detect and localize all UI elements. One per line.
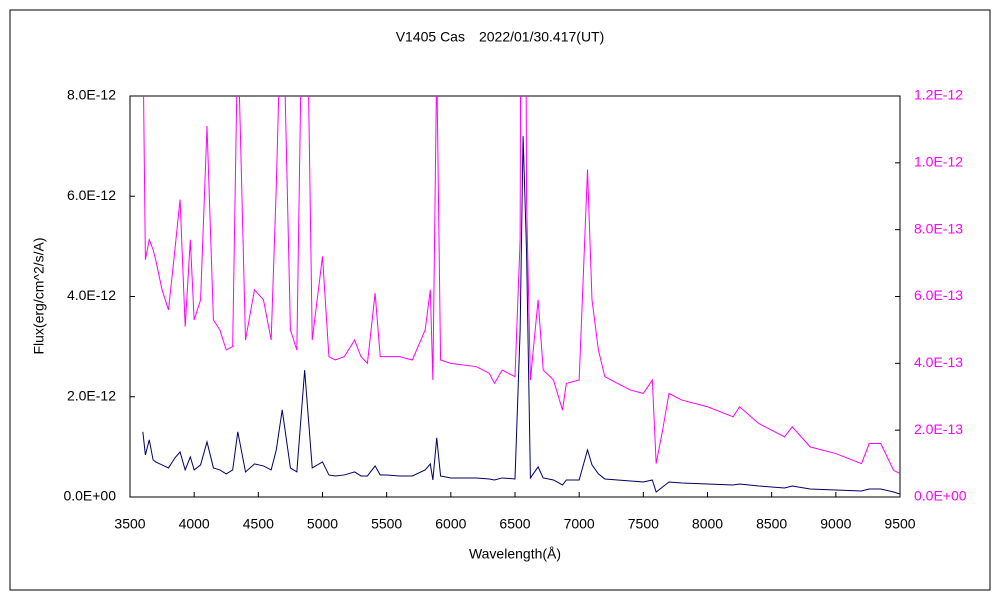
x-tick-label: 7500: [628, 516, 659, 532]
chart-title: V1405 Cas 2022/01/30.417(UT): [396, 29, 605, 45]
y-tick-label: 0.0E+00: [63, 488, 116, 504]
y-tick-label: 4.0E-12: [67, 287, 116, 303]
y2-tick-label: 1.0E-12: [914, 154, 963, 170]
x-tick-label: 9500: [884, 516, 915, 532]
x-tick-label: 7000: [564, 516, 595, 532]
y-axis-label: Flux(erg/cm^2/s/A): [31, 237, 47, 354]
chart-frame: [9, 9, 991, 591]
y-tick-label: 6.0E-12: [67, 187, 116, 203]
x-axis-label: Wavelength(Å): [469, 546, 561, 562]
y2-tick-label: 0.0E+00: [914, 488, 967, 504]
x-tick-label: 3500: [114, 516, 145, 532]
x-tick-label: 5500: [371, 516, 402, 532]
y2-tick-label: 6.0E-13: [914, 287, 963, 303]
y2-tick-label: 2.0E-13: [914, 421, 963, 437]
x-tick-label: 9000: [820, 516, 851, 532]
spectrum-line: [143, 96, 900, 475]
spectrum-line: [142, 136, 900, 495]
x-tick-label: 4500: [243, 516, 274, 532]
x-tick-label: 8500: [756, 516, 787, 532]
y-tick-label: 8.0E-12: [67, 87, 116, 103]
y2-tick-label: 4.0E-13: [914, 354, 963, 370]
y2-tick-label: 8.0E-13: [914, 220, 963, 236]
y-tick-label: 2.0E-12: [67, 387, 116, 403]
plot-series: [142, 96, 900, 495]
x-tick-label: 4000: [179, 516, 210, 532]
x-tick-label: 8000: [692, 516, 723, 532]
x-tick-label: 6500: [499, 516, 530, 532]
x-tick-label: 6000: [435, 516, 466, 532]
y2-tick-label: 1.2E-12: [914, 87, 963, 103]
x-tick-label: 5000: [307, 516, 338, 532]
